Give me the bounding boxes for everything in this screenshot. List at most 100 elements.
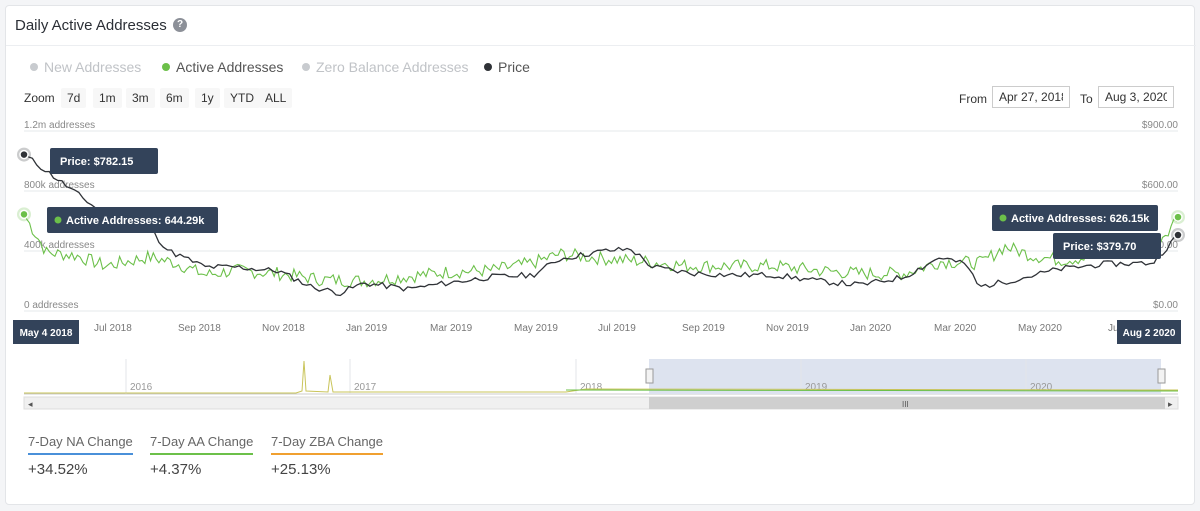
tooltip-text: Active Addresses: 644.29k [66,215,205,227]
end-date-flag: Aug 2 2020 [1123,328,1176,339]
x-tick-label: May 2019 [514,323,558,334]
stat-value: +4.37% [150,461,202,478]
scrollbar-right-arrow-icon: ▸ [1168,399,1173,409]
legend-item-active-addresses[interactable]: Active Addresses [162,59,283,75]
aa-start-tooltip: Active Addresses: 644.29k [47,207,218,233]
legend-label: Active Addresses [176,59,284,75]
tooltip-box [50,148,158,174]
x-tick-label: Mar 2020 [934,323,977,334]
tooltip-text: Active Addresses: 626.15k [1011,213,1150,225]
price-end-tooltip: Price: $379.70 [1053,233,1161,259]
aa-end-marker [1173,212,1183,222]
zoom-1m-button[interactable]: 1m [93,88,122,108]
tooltip-dot-icon [54,216,62,224]
y-tick-left: 0 addresses [24,300,78,311]
legend-dot-icon [302,63,310,71]
tooltip-text: Price: $782.15 [60,156,133,168]
x-tick-label: Ju [1108,323,1119,334]
from-date-input[interactable] [992,86,1070,108]
legend-label: New Addresses [44,59,142,75]
aa-start-marker [19,209,29,220]
x-tick-label: Mar 2019 [430,323,473,334]
zoom-1y-button[interactable]: 1y [195,88,220,108]
scrollbar-grip-icon: III [902,400,909,409]
navigator-year-label: 2017 [354,382,377,393]
navigator-year-label: 2018 [580,382,603,393]
tooltip-dot-icon [999,214,1007,222]
navigator-year-label: 2016 [130,382,153,393]
tooltip-box [47,207,218,233]
legend-label: Zero Balance Addresses [316,59,469,75]
stat-aa-change: 7-Day AA Change +4.37% [150,434,254,478]
page-title: Daily Active Addresses [15,17,167,34]
active-addresses-line [23,214,1179,288]
y-tick-right: $0.00 [1153,300,1178,311]
x-tick-label: Jul 2019 [598,323,636,334]
scrollbar-left-arrow-icon: ◂ [28,399,33,409]
navigator-right-handle [1157,368,1166,384]
navigator-left-handle [645,368,654,384]
price-line [23,154,1179,297]
tooltip-box [1053,233,1161,259]
price-end-marker [1173,230,1183,240]
navigator-selection [649,359,1161,394]
tooltip-box [992,205,1158,231]
zoom-7d-button[interactable]: 7d [61,88,87,108]
x-tick-label: Nov 2019 [766,323,809,334]
stat-value: +25.13% [271,461,331,478]
y-tick-left: 400k addresses [24,240,95,251]
legend-item-new-addresses[interactable]: New Addresses [30,59,141,75]
tooltip-text: Price: $379.70 [1063,241,1136,253]
stat-label: 7-Day NA Change [28,434,133,455]
stat-value: +34.52% [28,461,88,478]
y-tick-right: $600.00 [1142,180,1179,191]
to-date-input[interactable] [1098,86,1174,108]
zoom-all-button[interactable]: ALL [259,88,293,108]
price-start-tooltip: Price: $782.15 [50,148,158,174]
stat-na-change: 7-Day NA Change +34.52% [28,434,133,478]
x-tick-label: May 2020 [1018,323,1062,334]
from-label: From [959,92,987,106]
legend-label: Price [498,59,530,75]
x-tick-label: Jan 2020 [850,323,892,334]
chart-series [17,147,1185,297]
chart-card: Daily Active Addresses ? New Addresses A… [5,5,1196,505]
navigator-year-label: 2020 [1030,382,1053,393]
chart-flags: Price: $782.15 Active Addresses: 644.29k A… [13,148,1181,344]
navigator: 2016 2017 2018 2019 2020 ◂ ▸ III [23,359,1179,410]
stat-zba-change: 7-Day ZBA Change +25.13% [271,434,384,478]
navigator-series-line [24,360,1179,394]
zoom-ytd-button[interactable]: YTD [224,88,260,108]
legend-dot-icon [30,63,38,71]
aa-end-tooltip: Active Addresses: 626.15k [992,205,1158,231]
y-tick-left: 800k addresses [24,180,95,191]
legend-item-zero-balance-addresses[interactable]: Zero Balance Addresses [302,59,469,75]
start-date-flag: May 4 2018 [20,328,73,339]
price-start-marker [19,149,29,160]
chart-x-ticks: Jul 2018 Sep 2018 Nov 2018 Jan 2019 Mar 2019… [94,323,1119,334]
zoom-6m-button[interactable]: 6m [160,88,189,108]
legend-dot-icon [484,63,492,71]
zoom-3m-button[interactable]: 3m [126,88,155,108]
question-circle-icon[interactable]: ? [173,18,187,32]
start-date-flag-box [13,320,79,344]
card-header: Daily Active Addresses ? [6,6,1196,46]
x-tick-label: Jan 2019 [346,323,388,334]
x-tick-label: Sep 2019 [682,323,725,334]
to-label: To [1080,92,1093,106]
navigator-year-label: 2019 [805,382,828,393]
y-tick-right: $900.00 [1142,120,1179,131]
navigator-green-line [565,389,1179,392]
legend-item-price[interactable]: Price [484,59,530,75]
stat-label: 7-Day AA Change [150,434,254,455]
chart-grid [24,130,1178,312]
end-date-flag-box [1117,320,1181,344]
stat-label: 7-Day ZBA Change [271,434,384,455]
x-tick-label: Nov 2018 [262,323,305,334]
zoom-label: Zoom [24,91,55,105]
scrollbar-thumb [649,397,1165,409]
legend-dot-icon [162,63,170,71]
x-tick-label: Sep 2018 [178,323,221,334]
y-tick-left: 1.2m addresses [24,120,95,131]
